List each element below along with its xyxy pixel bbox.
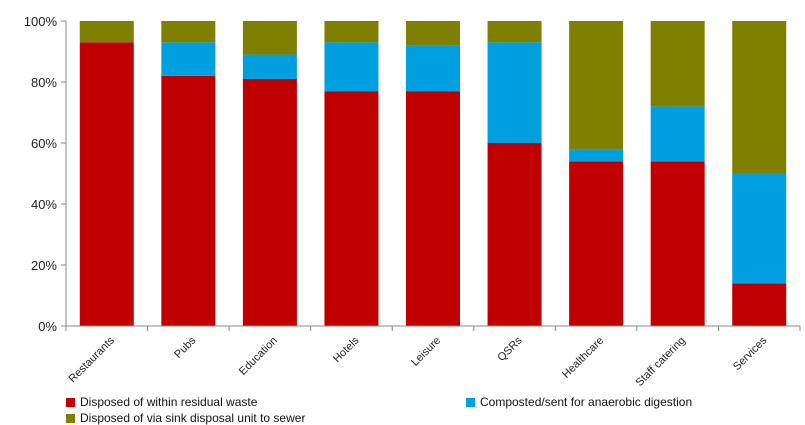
bar-segment-series-2-healthcare [569,21,624,150]
bar-segment-series-1-staff-catering [650,106,705,162]
y-tick-label: 0% [38,319,57,334]
y-tick-label: 80% [31,75,57,90]
bar-segment-series-1-healthcare [569,149,624,162]
bar-segment-series-1-hotels [324,42,379,92]
x-tick-label: QSRs [495,334,525,364]
bar-segment-series-0-qsrs [487,143,542,326]
bar-segment-series-1-pubs [161,42,216,76]
bar-segment-series-0-leisure [406,91,460,327]
bar-segment-series-1-services [732,173,787,284]
legend: Disposed of within residual waste Compos… [66,393,786,425]
bar-segment-series-2-restaurants [79,21,134,43]
x-tick-label: Hotels [331,334,362,365]
bars [79,21,787,327]
bar-segment-series-0-healthcare [569,161,624,326]
bar-segment-series-2-staff-catering [650,21,705,107]
bar-segment-series-2-hotels [324,21,379,43]
x-tick-label: Leisure [409,335,443,369]
bar-segment-series-2-qsrs [487,21,542,43]
y-tick-label: 100% [24,14,58,29]
x-axis: Restaurants Pubs Education Hotels Leisure QSR… [65,325,801,389]
legend-swatch-residual-waste [66,397,75,407]
legend-item-residual-waste: Disposed of within residual waste [66,395,257,409]
legend-label-composted: Composted/sent for anaerobic digestion [480,395,693,409]
legend-item-composted: Composted/sent for anaerobic digestion [466,395,692,409]
bar-segment-series-2-pubs [161,21,216,43]
legend-label-residual-waste: Disposed of within residual waste [80,395,258,409]
x-tick-label: Restaurants [66,334,117,385]
bar-segment-series-0-restaurants [79,42,134,326]
bar-segment-series-0-staff-catering [650,161,705,326]
legend-label-sink-disposal: Disposed of via sink disposal unit to se… [80,411,306,425]
x-tick-label: Pubs [172,334,199,361]
bar-segment-series-0-education [242,78,297,326]
legend-item-sink-disposal: Disposed of via sink disposal unit to se… [66,411,305,425]
x-tick-label: Staff catering [634,335,688,389]
y-tick-label: 20% [31,258,57,273]
bar-segment-series-2-education [242,21,297,55]
y-tick-label: 60% [31,136,57,151]
y-axis: 0% 20% 40% 60% 80% 100% [24,14,67,334]
bar-segment-series-1-education [242,54,297,79]
x-tick-label: Education [237,335,280,378]
bar-segment-series-0-pubs [161,75,216,327]
bar-segment-series-1-leisure [406,45,460,92]
bar-segment-series-0-services [732,283,787,326]
x-tick-label: Healthcare [560,335,606,381]
legend-swatch-composted [466,397,475,407]
bar-segment-series-1-qsrs [487,42,542,143]
legend-swatch-sink-disposal [66,413,75,423]
bar-segment-series-2-leisure [406,21,460,46]
y-tick-label: 40% [31,197,57,212]
bar-segment-series-0-hotels [324,91,379,327]
x-tick-label: Services [731,334,770,373]
bar-segment-series-2-services [732,21,787,174]
